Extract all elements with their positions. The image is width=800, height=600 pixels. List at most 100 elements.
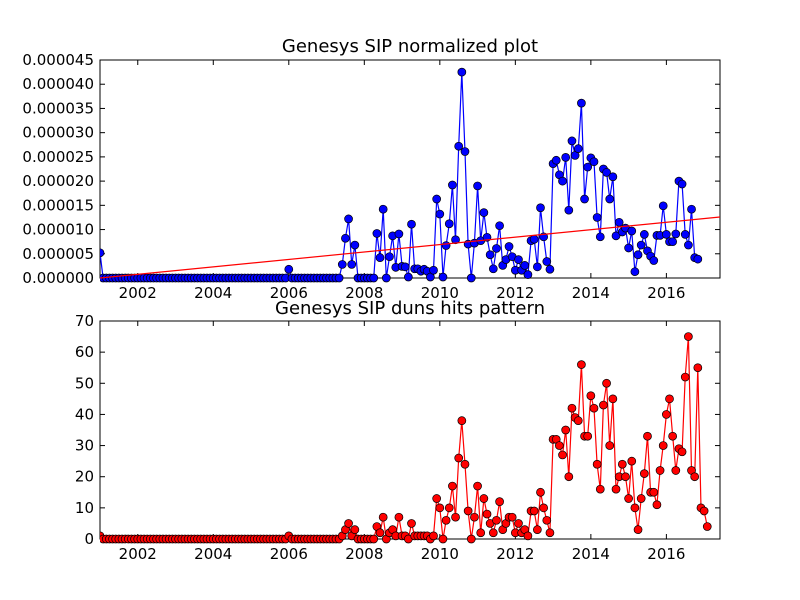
data-point bbox=[605, 441, 615, 450]
data-point bbox=[577, 98, 586, 108]
data-point bbox=[639, 469, 649, 478]
data-point bbox=[429, 531, 438, 541]
data-point bbox=[514, 519, 523, 528]
data-point bbox=[614, 217, 624, 227]
data-point bbox=[381, 273, 391, 283]
data-point bbox=[473, 181, 482, 191]
data-point bbox=[643, 431, 652, 441]
data-point bbox=[611, 231, 621, 241]
data-point bbox=[438, 534, 448, 544]
data-point bbox=[378, 204, 388, 214]
trend-line bbox=[100, 216, 721, 279]
x-tick-label: 2008 bbox=[345, 545, 383, 563]
y-tick-label: 30 bbox=[75, 437, 94, 455]
data-point bbox=[378, 512, 388, 522]
data-point bbox=[677, 447, 687, 457]
data-point bbox=[611, 484, 621, 494]
data-point bbox=[687, 204, 696, 214]
data-point bbox=[369, 273, 379, 283]
data-point bbox=[668, 237, 678, 247]
y-tick-label: 0.000020 bbox=[22, 172, 94, 190]
x-tick-label: 2002 bbox=[119, 284, 157, 302]
data-point bbox=[639, 230, 649, 239]
data-point bbox=[441, 241, 451, 250]
data-point bbox=[523, 531, 533, 541]
data-point bbox=[630, 503, 640, 513]
data-point bbox=[586, 391, 596, 401]
x-tick-label: 2010 bbox=[421, 545, 459, 563]
data-point bbox=[350, 525, 360, 535]
y-tick-label: 0.000010 bbox=[22, 221, 94, 239]
y-tick-label: 60 bbox=[75, 343, 94, 361]
x-tick-label: 2016 bbox=[647, 284, 685, 302]
data-point bbox=[404, 272, 413, 282]
y-tick-label: 10 bbox=[75, 499, 94, 517]
data-point bbox=[564, 472, 574, 482]
data-point bbox=[536, 203, 545, 213]
data-point bbox=[567, 136, 577, 146]
data-point bbox=[583, 431, 593, 441]
data-point bbox=[504, 242, 514, 251]
data-point bbox=[649, 256, 659, 265]
y-tick-label: 0.000000 bbox=[22, 269, 94, 287]
data-point bbox=[668, 431, 678, 441]
data-point bbox=[633, 250, 643, 260]
data-point bbox=[577, 360, 586, 369]
data-point bbox=[680, 372, 690, 382]
series-1 bbox=[100, 216, 721, 279]
data-point bbox=[334, 273, 344, 283]
data-point bbox=[580, 194, 589, 204]
data-point bbox=[608, 172, 618, 182]
data-point bbox=[523, 270, 533, 279]
data-point bbox=[394, 512, 404, 522]
data-point bbox=[658, 201, 668, 211]
data-point bbox=[344, 214, 353, 224]
normalized-plot: Genesys SIP normalized plot 2002 2004 2006… bbox=[22, 36, 721, 302]
y-tick-label: 70 bbox=[75, 312, 94, 330]
data-point bbox=[699, 506, 709, 516]
data-point bbox=[407, 219, 416, 229]
data-point bbox=[649, 487, 659, 497]
data-point bbox=[564, 205, 574, 215]
data-point bbox=[466, 534, 476, 544]
x-tick-label: 2016 bbox=[647, 545, 685, 563]
y-tick-label: 0.000040 bbox=[22, 75, 94, 93]
x-tick-label: 2004 bbox=[194, 545, 232, 563]
x-tick-label: 2012 bbox=[496, 545, 534, 563]
y-tick-label: 0.000045 bbox=[22, 51, 94, 69]
data-point bbox=[441, 515, 451, 525]
data-point bbox=[444, 219, 454, 229]
data-point bbox=[492, 515, 501, 525]
data-point bbox=[514, 255, 523, 264]
data-point bbox=[520, 261, 530, 270]
data-point bbox=[627, 456, 637, 466]
x-tick-label: 2014 bbox=[572, 284, 610, 302]
data-point bbox=[444, 503, 454, 513]
data-point bbox=[448, 180, 457, 190]
data-point bbox=[589, 403, 599, 413]
data-point bbox=[602, 378, 611, 388]
y-tick-label: 0.000005 bbox=[22, 245, 94, 263]
data-point bbox=[624, 243, 633, 253]
data-point bbox=[100, 248, 105, 258]
data-point bbox=[479, 494, 489, 503]
data-point bbox=[658, 441, 668, 450]
data-point bbox=[627, 226, 637, 236]
x-tick-label: 2012 bbox=[496, 284, 534, 302]
data-point bbox=[567, 403, 577, 413]
data-point bbox=[350, 240, 360, 250]
data-point bbox=[690, 472, 700, 482]
data-point bbox=[671, 466, 681, 475]
data-point bbox=[529, 234, 539, 244]
data-point bbox=[693, 254, 703, 264]
x-tick-label: 2004 bbox=[194, 284, 232, 302]
data-point bbox=[542, 257, 552, 266]
data-point bbox=[662, 230, 671, 239]
data-point bbox=[617, 459, 627, 469]
data-point bbox=[665, 394, 674, 404]
data-point bbox=[495, 497, 504, 506]
data-point bbox=[375, 253, 385, 263]
data-point bbox=[621, 472, 630, 482]
data-point bbox=[630, 267, 640, 277]
